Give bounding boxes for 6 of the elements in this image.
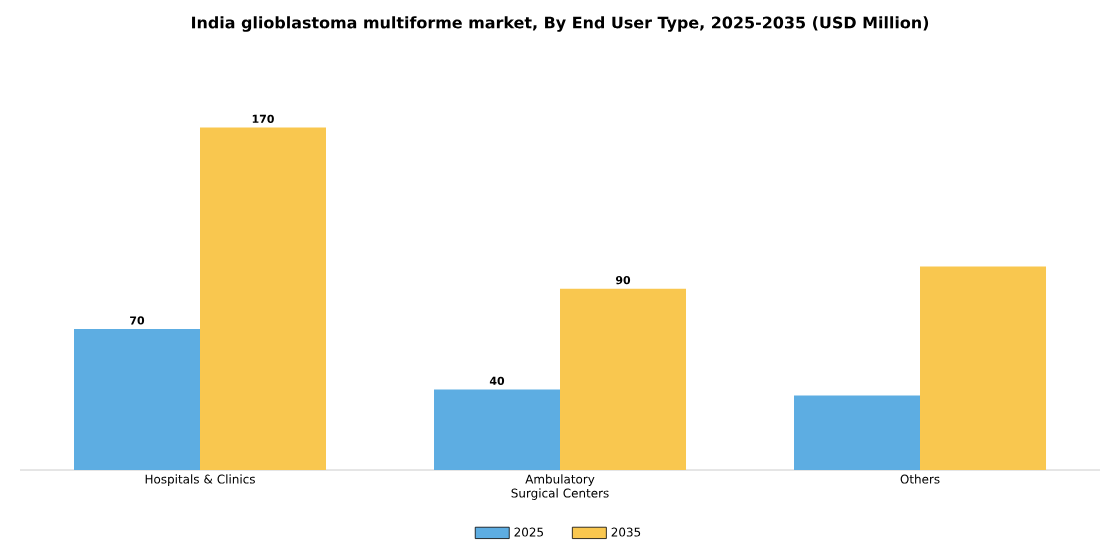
bar xyxy=(74,328,200,470)
bar xyxy=(560,288,687,470)
bar xyxy=(200,127,326,470)
bar xyxy=(434,389,561,470)
bar xyxy=(794,395,921,470)
bar xyxy=(920,266,1047,470)
